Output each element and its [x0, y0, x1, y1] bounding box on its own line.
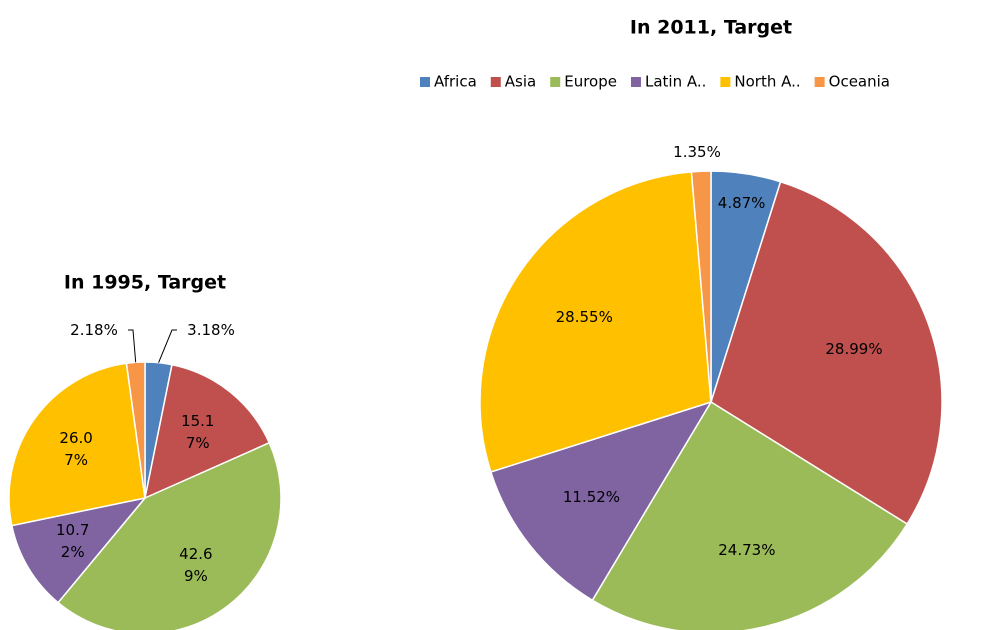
- pie-slice: [10, 496, 147, 604]
- data-label: 15.17%: [181, 412, 215, 453]
- data-label: 26.07%: [59, 429, 93, 470]
- chart-title: In 2011, Target: [630, 17, 792, 39]
- legend-swatch: [630, 77, 641, 87]
- legend-swatch: [814, 77, 825, 87]
- data-label: 1.35%: [673, 143, 721, 161]
- pie-slice: [489, 400, 713, 602]
- legend-label: Europe: [564, 73, 617, 91]
- data-label: 4.87%: [717, 194, 766, 213]
- chart-title: In 1995, Target: [64, 272, 226, 294]
- leader-line: [128, 329, 137, 363]
- legend-label: North A..: [734, 73, 800, 91]
- legend-swatch: [420, 77, 430, 87]
- data-label: 10.72%: [56, 521, 90, 562]
- legend-swatch: [490, 77, 501, 87]
- data-label: 42.69%: [179, 545, 213, 586]
- pie-slice: [710, 180, 943, 526]
- leader-line: [158, 329, 177, 363]
- pie-slice: [125, 361, 146, 499]
- data-label: 28.99%: [825, 340, 883, 359]
- pie-slice: [57, 441, 282, 630]
- legend-label: Latin A..: [645, 73, 706, 91]
- data-label: 3.18%: [187, 321, 235, 339]
- data-label: 11.52%: [562, 487, 621, 506]
- pie-slice: [591, 400, 909, 630]
- data-label: 24.73%: [718, 541, 776, 560]
- pie-slice: [690, 170, 712, 403]
- data-label: 2.18%: [70, 321, 118, 339]
- legend-swatch: [550, 77, 561, 87]
- pie-slice: [479, 171, 712, 473]
- pie-slice: [8, 362, 146, 527]
- data-label: 28.55%: [555, 308, 613, 327]
- pie-slice: [143, 363, 271, 500]
- legend-swatch: [720, 77, 731, 87]
- legend-label: Oceania: [829, 73, 890, 91]
- legend-label: Africa: [434, 73, 477, 91]
- legend-label: Asia: [505, 73, 536, 91]
